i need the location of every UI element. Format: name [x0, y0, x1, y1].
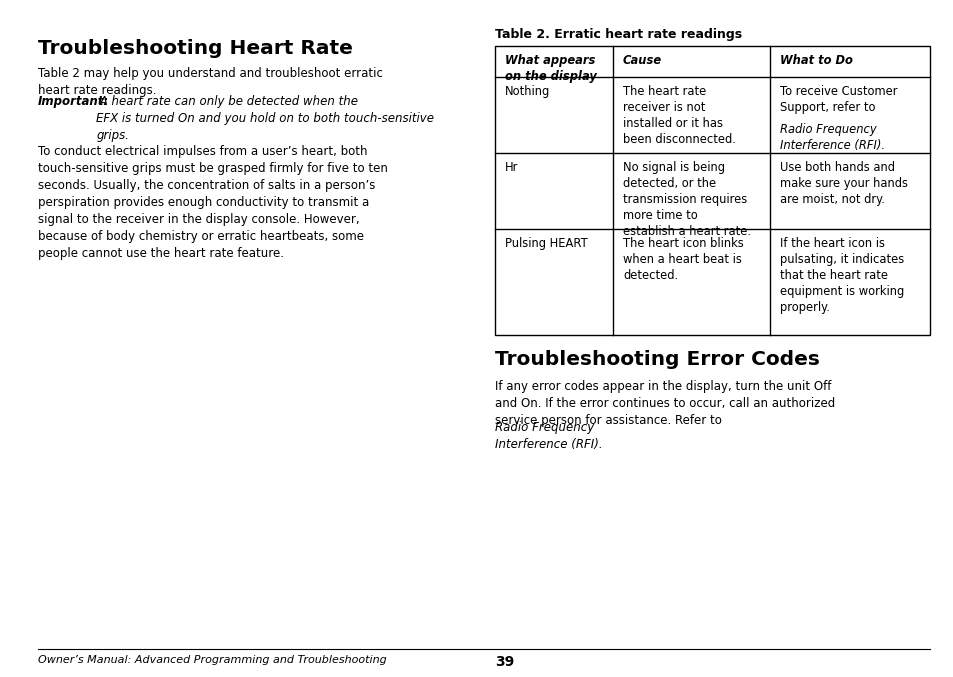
Text: Use both hands and
make sure your hands
are moist, not dry.: Use both hands and make sure your hands …	[780, 161, 907, 206]
Text: Nothing: Nothing	[504, 85, 550, 98]
Text: If any error codes appear in the display, turn the unit Off
and On. If the error: If any error codes appear in the display…	[495, 380, 835, 427]
Text: Pulsing HEART: Pulsing HEART	[504, 237, 587, 250]
Text: Radio Frequency
Interference (RFI).: Radio Frequency Interference (RFI).	[495, 422, 602, 452]
Text: The heart rate
receiver is not
installed or it has
been disconnected.: The heart rate receiver is not installed…	[622, 85, 735, 146]
Text: The heart icon blinks
when a heart beat is
detected.: The heart icon blinks when a heart beat …	[622, 237, 743, 282]
Text: Owner’s Manual: Advanced Programming and Troubleshooting: Owner’s Manual: Advanced Programming and…	[38, 655, 386, 665]
Text: 39: 39	[495, 655, 514, 669]
Text: Hr: Hr	[504, 161, 517, 174]
Text: To receive Customer
Support, refer to: To receive Customer Support, refer to	[780, 85, 897, 130]
Bar	[495, 46, 929, 335]
Text: Cause: Cause	[622, 54, 661, 67]
Text: Table 2 may help you understand and troubleshoot erratic
heart rate readings.: Table 2 may help you understand and trou…	[38, 67, 382, 97]
Text: No signal is being
detected, or the
transmission requires
more time to
establish: No signal is being detected, or the tran…	[622, 161, 750, 238]
Text: A heart rate can only be detected when the
EFX is turned On and you hold on to b: A heart rate can only be detected when t…	[96, 95, 434, 142]
Text: Important:: Important:	[38, 95, 109, 108]
Text: Radio Frequency
Interference (RFI).: Radio Frequency Interference (RFI).	[780, 123, 884, 152]
Text: Troubleshooting Heart Rate: Troubleshooting Heart Rate	[38, 39, 353, 58]
Text: Table 2. Erratic heart rate readings: Table 2. Erratic heart rate readings	[495, 28, 741, 41]
Text: What to Do: What to Do	[780, 54, 852, 67]
Text: To conduct electrical impulses from a user’s heart, both
touch-sensitive grips m: To conduct electrical impulses from a us…	[38, 145, 388, 260]
Text: If the heart icon is
pulsating, it indicates
that the heart rate
equipment is wo: If the heart icon is pulsating, it indic…	[780, 237, 903, 314]
Text: Troubleshooting Error Codes: Troubleshooting Error Codes	[495, 350, 819, 369]
Text: What appears
on the display: What appears on the display	[504, 54, 597, 83]
